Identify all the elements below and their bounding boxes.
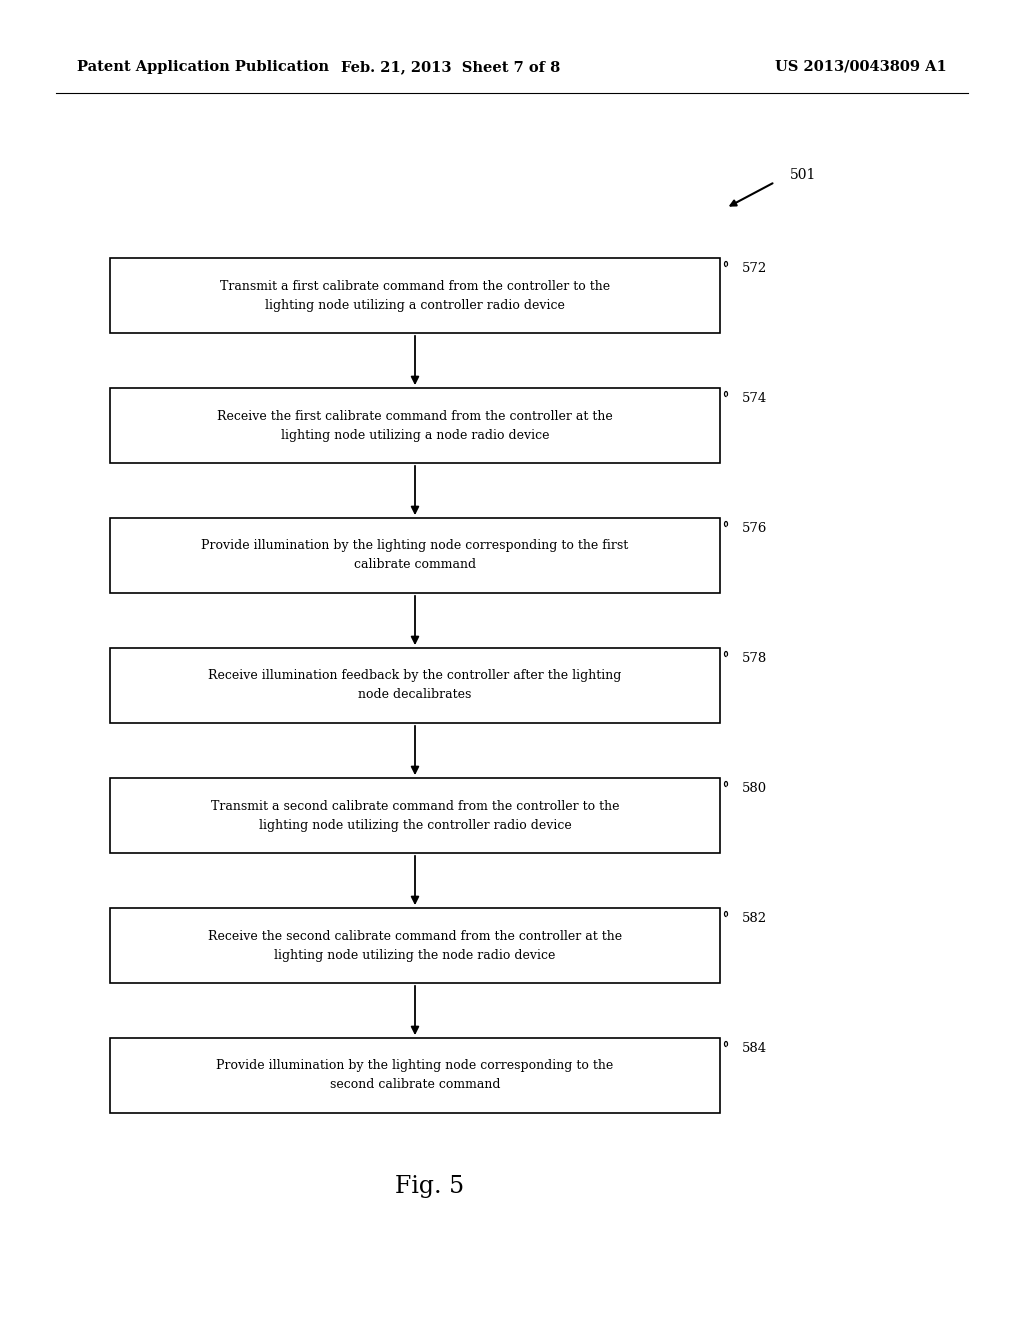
Text: 582: 582 [742, 912, 767, 925]
Text: Provide illumination by the lighting node corresponding to the
second calibrate : Provide illumination by the lighting nod… [216, 1060, 613, 1092]
Text: Patent Application Publication: Patent Application Publication [77, 59, 329, 74]
Text: Transmit a first calibrate command from the controller to the
lighting node util: Transmit a first calibrate command from … [220, 280, 610, 312]
Bar [110, 388, 720, 463]
Text: US 2013/0043809 A1: US 2013/0043809 A1 [775, 59, 947, 74]
Text: Receive the second calibrate command from the controller at the
lighting node ut: Receive the second calibrate command fro… [208, 929, 622, 961]
Text: 580: 580 [742, 781, 767, 795]
Bar [110, 777, 720, 853]
Bar [110, 1038, 720, 1113]
Text: Receive illumination feedback by the controller after the lighting
node decalibr: Receive illumination feedback by the con… [208, 669, 622, 701]
Text: Feb. 21, 2013  Sheet 7 of 8: Feb. 21, 2013 Sheet 7 of 8 [341, 59, 560, 74]
Text: 501: 501 [790, 168, 816, 182]
Text: Transmit a second calibrate command from the controller to the
lighting node uti: Transmit a second calibrate command from… [211, 800, 620, 832]
Bar [110, 908, 720, 983]
Text: 574: 574 [742, 392, 767, 405]
Text: Receive the first calibrate command from the controller at the
lighting node uti: Receive the first calibrate command from… [217, 409, 613, 441]
Bar [110, 257, 720, 333]
Bar [110, 517, 720, 593]
Text: 572: 572 [742, 261, 767, 275]
Bar [110, 648, 720, 723]
Text: 578: 578 [742, 652, 767, 665]
Text: 576: 576 [742, 521, 767, 535]
Text: Provide illumination by the lighting node corresponding to the first
calibrate c: Provide illumination by the lighting nod… [202, 540, 629, 572]
Text: 584: 584 [742, 1041, 767, 1055]
Text: Fig. 5: Fig. 5 [395, 1175, 465, 1199]
